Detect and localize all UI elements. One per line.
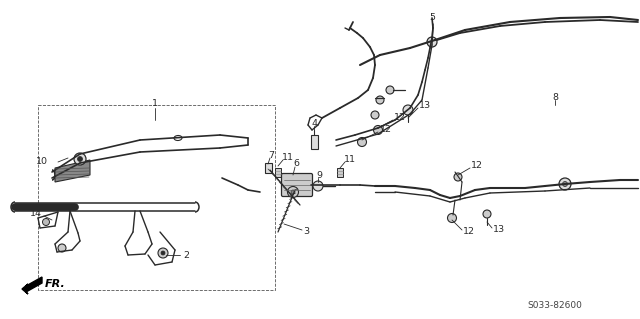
Text: 6: 6 [293, 160, 299, 168]
Circle shape [42, 219, 49, 226]
Text: 13: 13 [493, 226, 505, 234]
Circle shape [358, 137, 367, 146]
Circle shape [427, 37, 437, 47]
Text: 8: 8 [552, 93, 558, 101]
Circle shape [371, 111, 379, 119]
Bar [337, 168, 343, 177]
Text: 9: 9 [316, 170, 322, 180]
Text: 14: 14 [30, 209, 42, 218]
Text: 4: 4 [311, 118, 317, 128]
Bar [265, 163, 272, 173]
Circle shape [287, 187, 298, 197]
Circle shape [483, 210, 491, 218]
Circle shape [386, 86, 394, 94]
Circle shape [376, 96, 384, 104]
Circle shape [313, 181, 323, 191]
Circle shape [77, 157, 83, 161]
Text: 12: 12 [463, 227, 475, 236]
Circle shape [559, 178, 571, 190]
Text: 11: 11 [282, 152, 294, 161]
Circle shape [291, 190, 295, 194]
Bar [311, 135, 318, 149]
Text: 1: 1 [152, 100, 158, 108]
FancyBboxPatch shape [282, 174, 312, 197]
Text: 5: 5 [429, 12, 435, 21]
Polygon shape [22, 277, 42, 294]
Text: 11: 11 [344, 154, 356, 164]
Bar [275, 168, 281, 177]
Text: 12: 12 [394, 114, 406, 122]
Circle shape [563, 182, 568, 187]
Circle shape [403, 105, 413, 115]
Circle shape [161, 251, 165, 255]
Circle shape [454, 173, 462, 181]
Text: 12: 12 [380, 125, 392, 135]
Text: 10: 10 [36, 158, 48, 167]
Text: 7: 7 [268, 151, 274, 160]
Circle shape [374, 125, 383, 135]
Polygon shape [55, 160, 90, 182]
Circle shape [74, 153, 86, 165]
Circle shape [158, 248, 168, 258]
Circle shape [447, 213, 456, 222]
Circle shape [58, 244, 66, 252]
Text: 12: 12 [471, 161, 483, 170]
Text: FR.: FR. [45, 279, 66, 289]
Bar [38, 105, 275, 290]
Text: S033-82600: S033-82600 [527, 301, 582, 310]
Text: 13: 13 [419, 101, 431, 110]
Text: 3: 3 [303, 227, 309, 236]
Text: 2: 2 [183, 250, 189, 259]
